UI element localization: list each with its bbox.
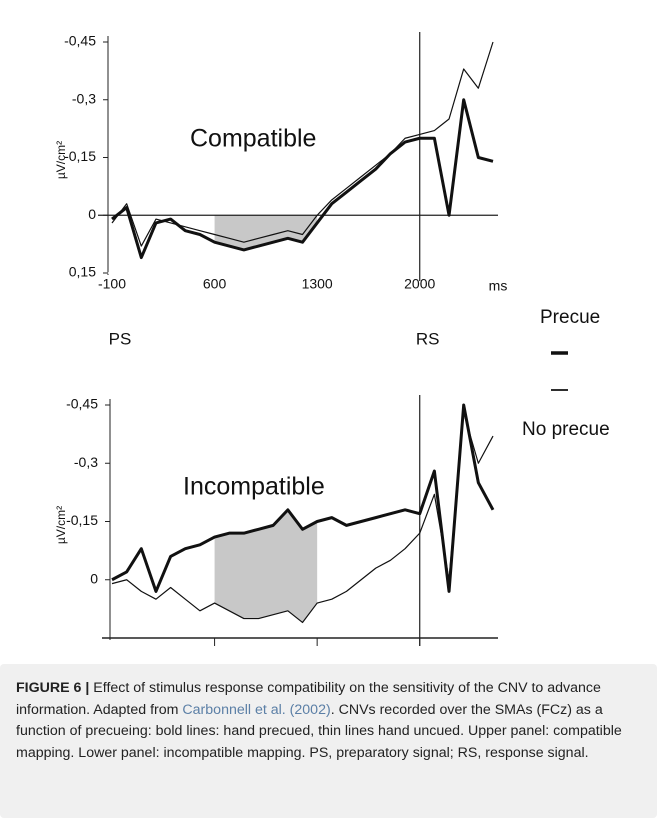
y-tick-label: -0,3: [72, 90, 96, 106]
x-tick-label: 1300: [302, 276, 333, 292]
y-tick-label: 0: [90, 570, 98, 586]
y-tick-label: -0,45: [66, 396, 98, 412]
y-tick-label: -0,45: [64, 33, 96, 49]
citation-link[interactable]: Carbonnell et al. (2002): [182, 701, 331, 718]
waveform: [111, 412, 494, 624]
waveform: [111, 98, 494, 260]
y-tick-label: -0,3: [74, 454, 98, 470]
x-axis-unit: ms: [489, 278, 508, 294]
caption: FIGURE 6 | Effect of stimulus response c…: [0, 664, 657, 818]
legend-label: No precue: [522, 419, 610, 440]
caption-label: FIGURE 6 |: [16, 680, 90, 696]
annotation: PS: [109, 329, 132, 348]
shaded-area: [214, 509, 318, 623]
panel-title: Incompatible: [183, 473, 325, 501]
y-tick-label: 0,15: [69, 264, 96, 280]
x-tick-label: 600: [203, 276, 227, 292]
legend-label: Precue: [540, 307, 600, 328]
y-axis-label: µV/cm²: [54, 141, 68, 179]
waveform: [111, 41, 494, 247]
waveform: [111, 403, 495, 593]
x-tick-label: -100: [98, 276, 126, 292]
y-tick-label: 0: [88, 206, 96, 222]
figure: -0,45 -0,3 -0,15 0 0,15-100 600 1300 2000 ms µV/c…: [54, 32, 610, 646]
panel-title: Compatible: [190, 125, 316, 153]
caption-text: . CNVs recorded over the SMAs (FCz) as a…: [16, 701, 622, 761]
y-axis-label: µV/cm²: [54, 506, 68, 544]
x-tick-label: 2000: [404, 276, 435, 292]
caption-text: Effect of stimulus response compatibilit…: [16, 680, 601, 718]
annotation: RS: [416, 329, 440, 348]
y-tick-label: -0,15: [66, 512, 98, 528]
y-tick-label: -0,15: [64, 148, 96, 164]
